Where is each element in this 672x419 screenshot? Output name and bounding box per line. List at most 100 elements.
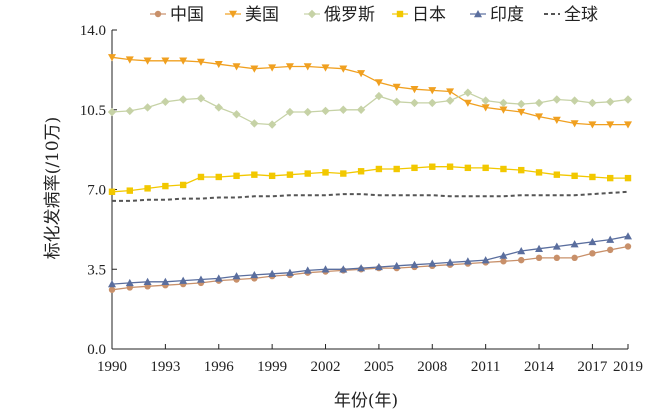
data-point: [303, 63, 312, 71]
data-point: [340, 170, 347, 177]
data-point: [589, 173, 596, 181]
data-point: [125, 278, 134, 287]
series-5: [108, 232, 632, 288]
y-tick-label: 7.0: [87, 183, 106, 199]
series-6: [112, 190, 629, 202]
x-tick-label: 2014: [524, 359, 555, 375]
x-tick-label: 1999: [257, 359, 287, 375]
legend-swatch: [229, 10, 237, 18]
data-point: [232, 272, 241, 280]
data-point: [535, 169, 543, 176]
legend-item: 印度: [470, 5, 524, 25]
data-point: [606, 235, 615, 243]
data-point: [107, 107, 117, 117]
legend-label: 中国: [170, 5, 204, 25]
data-point: [214, 60, 223, 69]
data-point: [446, 258, 455, 266]
data-point: [232, 63, 241, 71]
data-point: [144, 185, 151, 192]
data-point: [534, 98, 544, 108]
y-tick-label: 10.5: [80, 103, 106, 119]
series-4: [108, 163, 632, 195]
series-layer: [107, 54, 633, 293]
data-point: [518, 256, 525, 264]
data-point: [410, 260, 419, 268]
data-point: [588, 98, 597, 108]
data-point: [411, 164, 418, 172]
data-point: [570, 240, 579, 248]
y-tick-label: 0.0: [87, 342, 106, 358]
x-tick-label: 1993: [150, 359, 180, 375]
series-3: [107, 88, 633, 129]
data-point: [428, 87, 437, 95]
data-point: [178, 95, 188, 104]
legend-item: 全球: [544, 5, 598, 25]
data-point: [356, 105, 366, 114]
data-point: [500, 165, 507, 173]
data-point: [393, 165, 400, 173]
legend-item: 美国: [225, 5, 279, 25]
data-point: [339, 265, 348, 273]
data-point: [179, 57, 188, 65]
x-tick-label: 1996: [204, 359, 235, 375]
data-point: [125, 56, 134, 64]
data-point: [339, 65, 348, 73]
data-point: [571, 254, 578, 262]
data-point: [143, 277, 152, 285]
data-point: [161, 57, 170, 65]
data-point: [535, 113, 544, 121]
data-point: [607, 174, 614, 182]
data-point: [108, 280, 116, 288]
data-point: [463, 99, 472, 107]
data-point: [268, 172, 276, 180]
data-point: [126, 187, 133, 194]
data-point: [285, 107, 295, 117]
data-point: [624, 232, 632, 240]
data-point: [321, 64, 330, 72]
series-line: [112, 190, 629, 202]
series-line: [111, 235, 629, 285]
data-point: [606, 97, 615, 106]
x-tick-label: 2011: [471, 359, 500, 375]
data-point: [428, 98, 437, 108]
data-point: [214, 103, 223, 112]
data-point: [607, 246, 614, 254]
x-tick-label: 2017: [577, 359, 608, 375]
data-point: [374, 262, 383, 271]
data-point: [464, 164, 472, 172]
data-point: [268, 64, 277, 72]
data-point: [428, 259, 437, 267]
data-point: [552, 242, 561, 250]
data-point: [410, 98, 419, 108]
legend-label: 全球: [564, 5, 598, 25]
data-point: [108, 54, 116, 62]
data-point: [303, 266, 312, 274]
data-point: [552, 95, 562, 104]
data-point: [196, 58, 205, 66]
data-point: [108, 188, 116, 195]
data-point: [445, 96, 455, 105]
data-point: [570, 96, 579, 105]
legend-swatch: [474, 10, 482, 18]
data-point: [446, 163, 454, 170]
legend: 中国 美国 俄罗斯 日本 印度 全球: [150, 5, 598, 25]
legend-swatch: [154, 10, 162, 18]
data-point: [250, 119, 259, 128]
data-point: [125, 106, 134, 116]
series-2: [108, 54, 632, 129]
data-point: [161, 277, 170, 285]
y-tick-label: 3.5: [87, 262, 106, 278]
legend-label: 印度: [490, 5, 524, 25]
x-tick-label: 2008: [417, 359, 447, 375]
data-point: [463, 88, 473, 97]
data-point: [589, 250, 596, 257]
data-point: [268, 269, 277, 278]
data-point: [357, 70, 366, 78]
legend-label: 俄罗斯: [324, 5, 375, 25]
data-point: [624, 174, 632, 182]
series-line: [111, 166, 628, 193]
data-point: [251, 171, 258, 178]
legend-swatch: [396, 10, 404, 18]
data-point: [267, 120, 277, 129]
